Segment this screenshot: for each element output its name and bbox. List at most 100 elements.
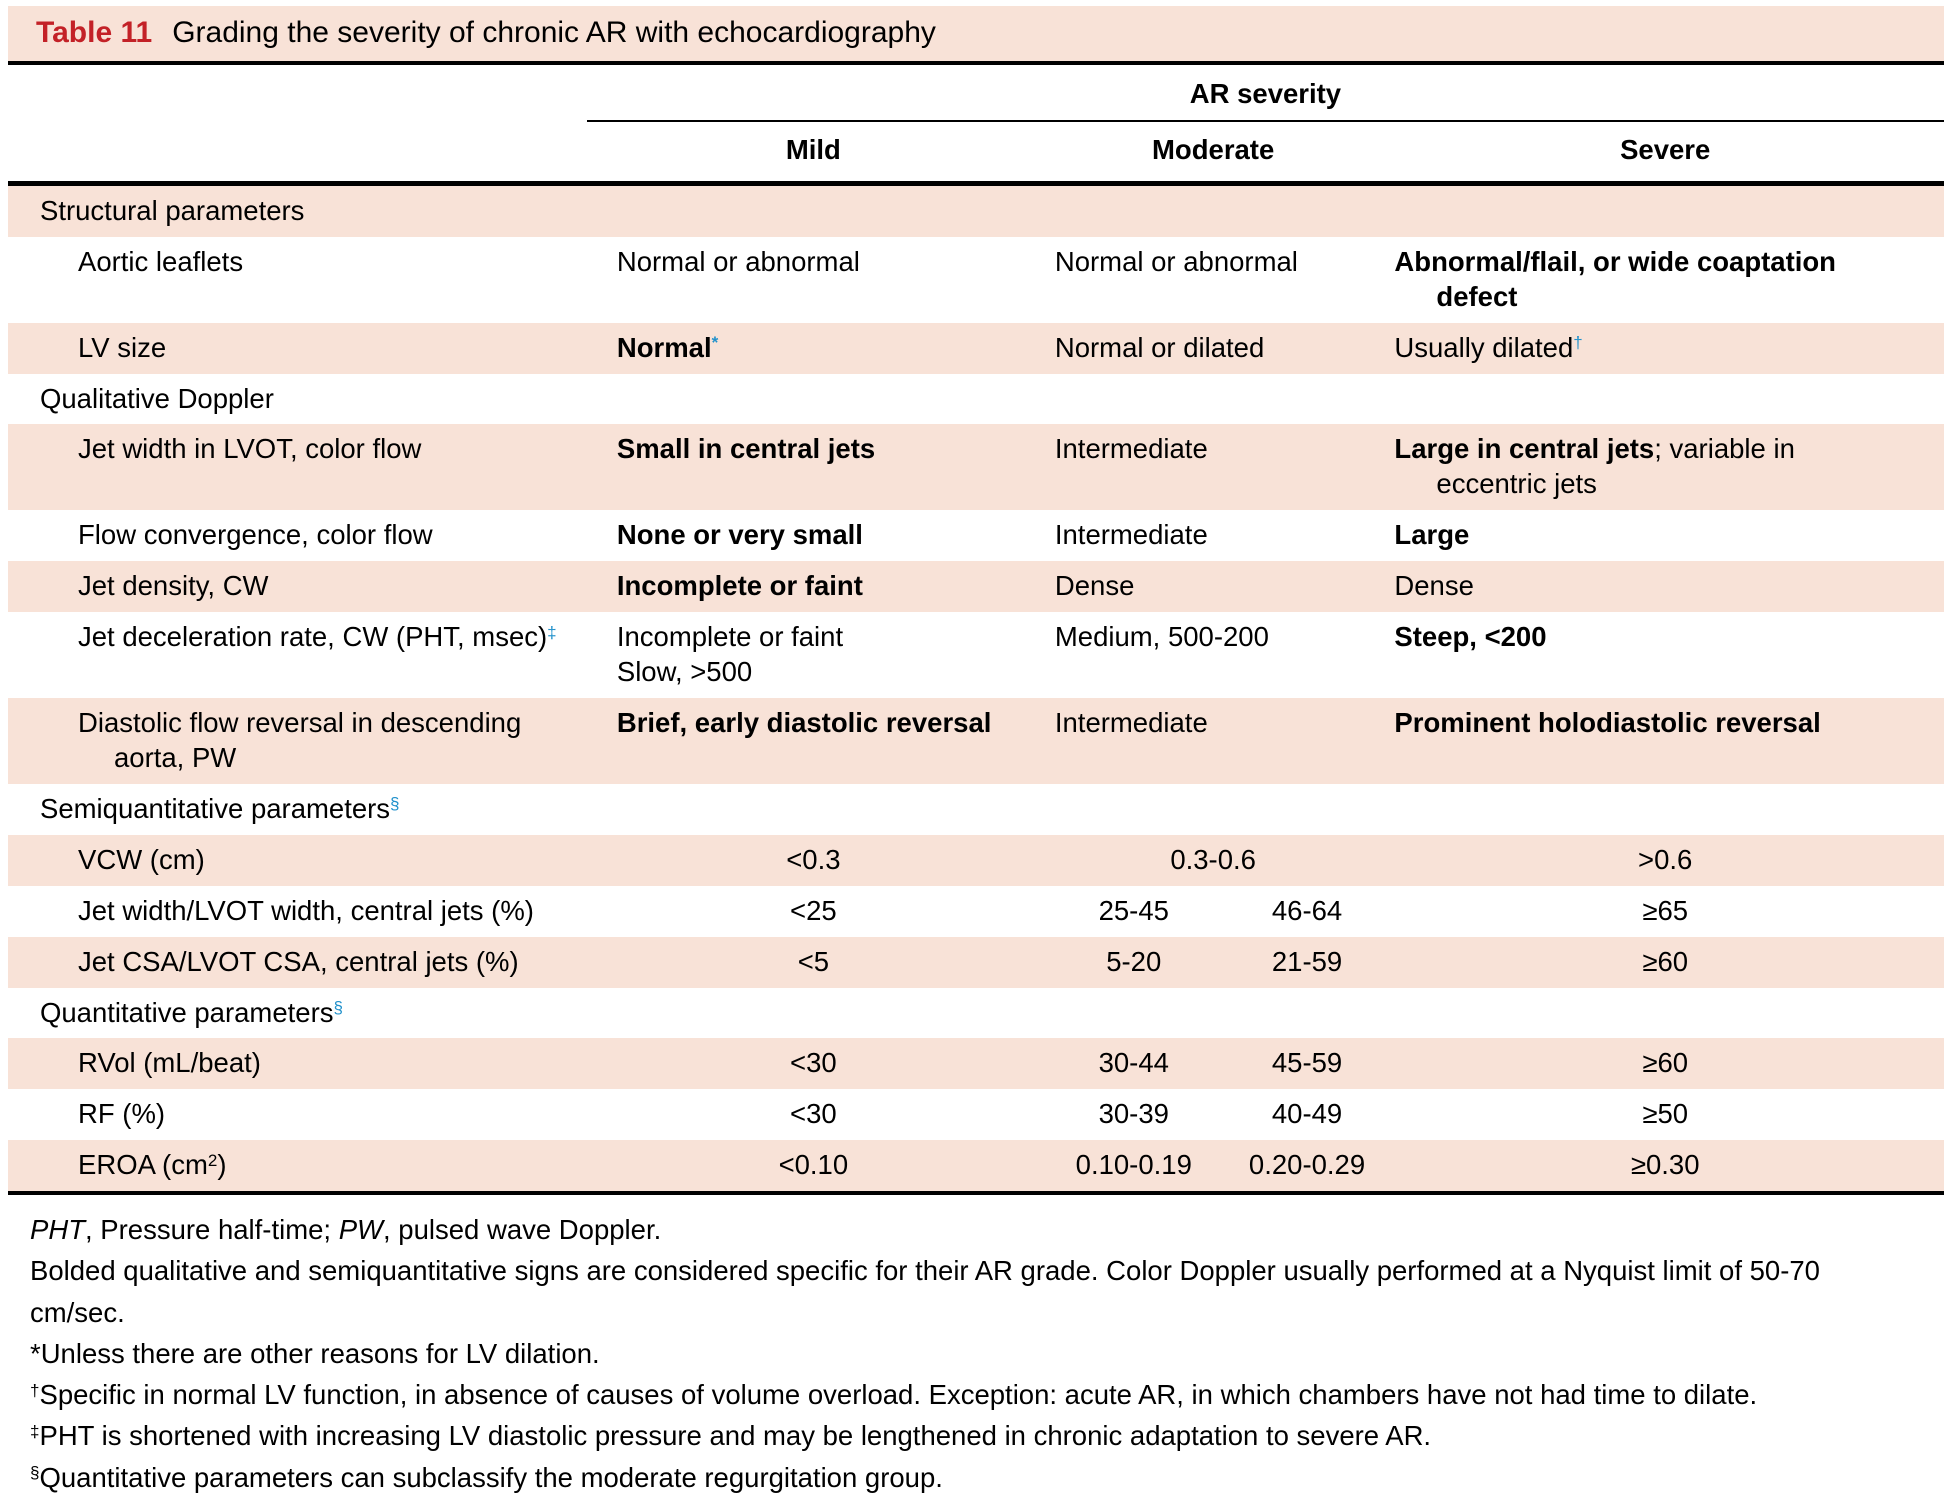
cell-moderate: Intermediate — [1039, 697, 1387, 784]
footnote-bolded-note: Bolded qualitative and semiquantitative … — [30, 1255, 1820, 1328]
cell-severe: Large — [1386, 510, 1944, 562]
cell-moderate-high: 45-59 — [1227, 1038, 1387, 1090]
row-jet-width-lvot: Jet width in LVOT, color flow Small in c… — [8, 424, 1944, 511]
cell-severe: >0.6 — [1386, 834, 1944, 886]
row-label: VCW (cm) — [8, 834, 587, 886]
cell-moderate: Medium, 500-200 — [1039, 612, 1387, 698]
footnote-section: §Quantitative parameters can subclassify… — [30, 1461, 943, 1493]
footnote-marker-ddagger: ‡ — [547, 622, 557, 642]
section-label: Quantitative parameters§ — [8, 987, 1944, 1039]
cell-severe: ≥0.30 — [1386, 1140, 1944, 1196]
cell-moderate-low: 30-44 — [1039, 1038, 1228, 1090]
cell-moderate-low: 30-39 — [1039, 1089, 1228, 1141]
row-jet-csa-lvot-csa: Jet CSA/LVOT CSA, central jets (%) <5 5-… — [8, 936, 1944, 988]
table-title: Grading the severity of chronic AR with … — [172, 16, 936, 49]
footnote-marker-dagger: † — [1573, 333, 1583, 353]
cell-mild: <5 — [586, 936, 1040, 988]
footnote-star: *Unless there are other reasons for LV d… — [30, 1337, 600, 1369]
col-header-severe: Severe — [1386, 120, 1944, 186]
header-group-row: AR severity — [8, 63, 1944, 122]
col-header-mild: Mild — [586, 120, 1040, 186]
cell-severe: ≥60 — [1386, 1038, 1944, 1090]
row-jet-density: Jet density, CW Incomplete or faint Dens… — [8, 561, 1944, 613]
row-eroa: EROA (cm2) <0.10 0.10-0.19 0.20-0.29 ≥0.… — [8, 1140, 1944, 1196]
cell-mild: <25 — [586, 885, 1040, 937]
footnote-marker-section: § — [333, 998, 343, 1017]
cell-moderate-low: 5-20 — [1039, 936, 1228, 988]
section-label: Structural parameters — [8, 183, 1944, 237]
section-label: Qualitative Doppler — [8, 373, 1944, 425]
row-structural-parameters: Structural parameters — [8, 183, 1944, 237]
row-semiquantitative-parameters: Semiquantitative parameters§ — [8, 783, 1944, 835]
cell-moderate: Normal or abnormal — [1039, 236, 1387, 323]
footnote-abbreviations: PHT, Pressure half-time; PW, pulsed wave… — [30, 1214, 662, 1246]
cell-severe: ≥50 — [1386, 1089, 1944, 1141]
cell-mild: <30 — [586, 1089, 1040, 1141]
cell-severe: Abnormal/flail, or wide coaptation defec… — [1386, 236, 1944, 323]
ar-severity-group-header: AR severity — [586, 63, 1944, 122]
cell-mild: Normal or abnormal — [586, 236, 1040, 323]
row-label: Jet density, CW — [8, 561, 587, 613]
cell-moderate: Dense — [1039, 561, 1387, 613]
row-label: LV size — [8, 322, 587, 374]
row-label: Diastolic flow reversal in descending ao… — [8, 697, 587, 784]
header-empty-cell — [8, 120, 587, 186]
row-label: Flow convergence, color flow — [8, 510, 587, 562]
row-diastolic-flow-reversal: Diastolic flow reversal in descending ao… — [8, 697, 1944, 784]
cell-mild: Small in central jets — [586, 424, 1040, 511]
footnote-marker-section: § — [390, 794, 400, 814]
footnotes: PHT, Pressure half-time; PW, pulsed wave… — [8, 1195, 1944, 1498]
row-label: Aortic leaflets — [8, 236, 587, 323]
footnote-dagger: †Specific in normal LV function, in abse… — [30, 1379, 1758, 1411]
row-label: RF (%) — [8, 1089, 587, 1141]
cell-moderate-high: 46-64 — [1227, 885, 1387, 937]
row-rf: RF (%) <30 30-39 40-49 ≥50 — [8, 1089, 1944, 1141]
row-jet-width-lvot-width: Jet width/LVOT width, central jets (%) <… — [8, 885, 1944, 937]
cell-moderate-low: 25-45 — [1039, 885, 1228, 937]
cell-moderate: Intermediate — [1039, 510, 1387, 562]
row-lv-size: LV size Normal* Normal or dilated Usuall… — [8, 322, 1944, 374]
cell-moderate: 0.3-0.6 — [1039, 834, 1387, 886]
row-quantitative-parameters: Quantitative parameters§ — [8, 987, 1944, 1039]
cell-severe: Steep, <200 — [1386, 612, 1944, 698]
cell-severe: Large in central jets; variable in eccen… — [1386, 424, 1944, 511]
row-label: RVol (mL/beat) — [8, 1038, 587, 1090]
cell-moderate-high: 40-49 — [1227, 1089, 1387, 1141]
row-label: EROA (cm2) — [8, 1140, 587, 1196]
col-header-moderate: Moderate — [1039, 120, 1387, 186]
row-label: Jet width/LVOT width, central jets (%) — [8, 885, 587, 937]
cell-severe: Prominent holodiastolic reversal — [1386, 697, 1944, 784]
row-label: Jet deceleration rate, CW (PHT, msec)‡ — [8, 612, 587, 698]
cell-moderate-high: 0.20-0.29 — [1227, 1140, 1387, 1196]
cell-mild: <0.10 — [586, 1140, 1040, 1196]
cell-severe: ≥65 — [1386, 885, 1944, 937]
cell-mild: Normal* — [586, 322, 1040, 374]
table-number: Table 11 — [36, 16, 153, 49]
cell-moderate: Normal or dilated — [1039, 322, 1387, 374]
cell-mild: Incomplete or faint — [586, 561, 1040, 613]
cell-severe: Usually dilated† — [1386, 322, 1944, 374]
cell-mild: None or very small — [586, 510, 1040, 562]
header-empty-cell — [8, 63, 587, 121]
row-label: Jet CSA/LVOT CSA, central jets (%) — [8, 936, 587, 988]
row-qualitative-doppler: Qualitative Doppler — [8, 373, 1944, 425]
row-flow-convergence: Flow convergence, color flow None or ver… — [8, 510, 1944, 562]
cell-mild: Incomplete or faint Slow, >500 — [586, 612, 1040, 698]
footnote-marker-star: * — [711, 333, 719, 353]
row-jet-deceleration: Jet deceleration rate, CW (PHT, msec)‡ I… — [8, 612, 1944, 698]
cell-severe: Dense — [1386, 561, 1944, 613]
section-label: Semiquantitative parameters§ — [8, 783, 1944, 835]
row-vcw: VCW (cm) <0.3 0.3-0.6 >0.6 — [8, 834, 1944, 886]
cell-mild: Brief, early diastolic reversal — [586, 697, 1040, 784]
header-columns-row: Mild Moderate Severe — [8, 120, 1944, 186]
cell-mild: <30 — [586, 1038, 1040, 1090]
cell-moderate: Intermediate — [1039, 424, 1387, 511]
cell-mild: <0.3 — [586, 834, 1040, 886]
cell-moderate-high: 21-59 — [1227, 936, 1387, 988]
row-rvol: RVol (mL/beat) <30 30-44 45-59 ≥60 — [8, 1038, 1944, 1090]
cell-moderate-low: 0.10-0.19 — [1039, 1140, 1228, 1196]
row-aortic-leaflets: Aortic leaflets Normal or abnormal Norma… — [8, 236, 1944, 323]
cell-severe: ≥60 — [1386, 936, 1944, 988]
table-title-bar: Table 11 Grading the severity of chronic … — [8, 6, 1944, 61]
